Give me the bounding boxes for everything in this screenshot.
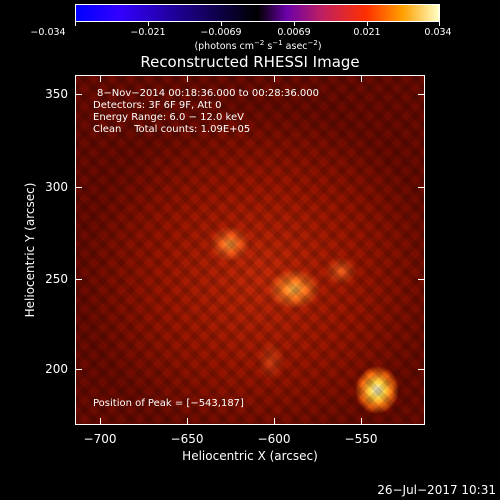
x-tick-label: −550 <box>344 432 378 446</box>
colorbar-tick <box>439 22 440 26</box>
y-tick <box>75 187 82 188</box>
x-tick-top <box>100 75 101 82</box>
y-tick-label: 200 <box>45 362 68 376</box>
colorbar-tick <box>148 22 149 26</box>
image-title: Reconstructed RHESSI Image <box>140 53 360 71</box>
x-tick-top <box>274 75 275 82</box>
colorbar-tick-label: 0.034 <box>424 27 452 38</box>
image-fringe-pattern <box>76 76 424 424</box>
date-stamp: 26−Jul−2017 10:31 <box>377 483 496 497</box>
y-tick <box>75 369 82 370</box>
time-range-text: 8−Nov−2014 00:18:36.000 to 00:28:36.000 <box>97 88 320 99</box>
y-tick-right <box>418 187 425 188</box>
clean-counts-text: Clean Total counts: 1.09E+05 <box>93 124 251 135</box>
y-tick-right <box>418 94 425 95</box>
y-tick-label: 250 <box>45 272 68 286</box>
y-tick-right <box>418 369 425 370</box>
energy-range-text: Energy Range: 6.0 − 12.0 keV <box>93 112 244 123</box>
x-tick-label: −600 <box>257 432 291 446</box>
colorbar-tick-label: 0.0069 <box>277 27 311 38</box>
x-tick <box>274 418 275 425</box>
x-tick-top <box>361 75 362 82</box>
y-tick-right <box>418 279 425 280</box>
x-tick <box>100 418 101 425</box>
peak-position-text: Position of Peak = [−543,187] <box>93 398 244 409</box>
detectors-text: Detectors: 3F 6F 9F, Att 0 <box>93 100 222 111</box>
colorbar-tick-label: −0.034 <box>30 27 66 38</box>
y-tick-label: 300 <box>45 180 68 194</box>
y-tick <box>75 94 82 95</box>
x-tick-label: −700 <box>83 432 117 446</box>
x-tick-top <box>187 75 188 82</box>
colorbar-tick-label: −0.0069 <box>200 27 242 38</box>
colorbar-tick <box>75 22 76 26</box>
colorbar-units: (photons cm−2 s−1 asec−2) <box>194 39 322 53</box>
colorbar-tick-label: 0.021 <box>353 27 381 38</box>
colorbar <box>75 4 440 22</box>
x-tick-label: −650 <box>170 432 204 446</box>
rhessi-image <box>75 75 425 425</box>
x-tick <box>361 418 362 425</box>
colorbar-tick <box>367 22 368 26</box>
x-axis-title: Heliocentric X (arcsec) <box>182 449 318 463</box>
x-tick <box>187 418 188 425</box>
y-axis-title: Heliocentric Y (arcsec) <box>23 182 37 318</box>
colorbar-tick-label: −0.021 <box>130 27 166 38</box>
colorbar-tick <box>221 22 222 26</box>
y-tick <box>75 279 82 280</box>
y-tick-label: 350 <box>45 87 68 101</box>
colorbar-tick <box>294 22 295 26</box>
